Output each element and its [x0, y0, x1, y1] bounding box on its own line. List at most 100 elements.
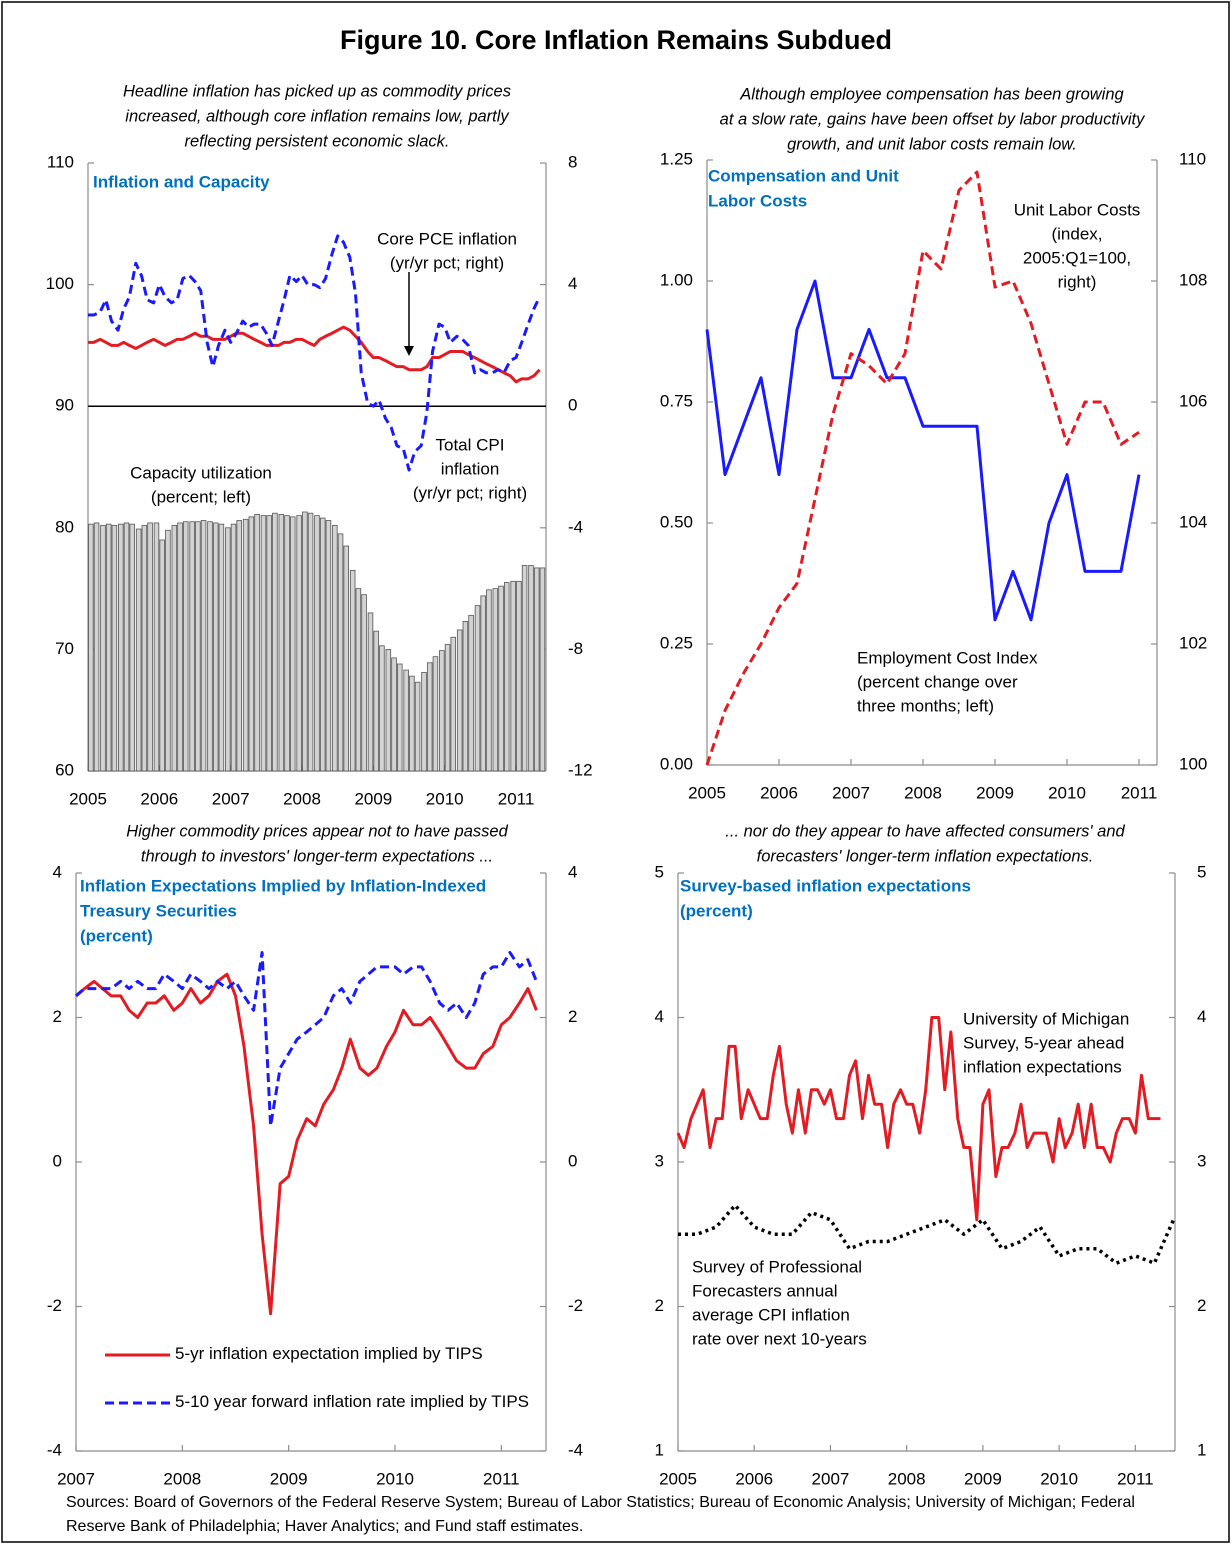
series-label: right)	[1058, 272, 1097, 291]
bar	[379, 645, 385, 772]
subtitle: at a slow rate, gains have been offset b…	[720, 110, 1146, 128]
bar	[414, 681, 421, 772]
bar	[165, 529, 171, 772]
panel-title: Labor Costs	[708, 191, 807, 210]
x-tick-label: 2011	[1121, 783, 1158, 802]
bar	[182, 521, 189, 772]
bar	[539, 567, 546, 772]
y2-tick-label: 2	[568, 1007, 577, 1026]
y-tick-label: 0.50	[660, 512, 693, 531]
y-tick-label: 2	[655, 1296, 664, 1315]
panel: ... nor do they appear to have affected …	[655, 822, 1207, 1488]
bar	[153, 522, 160, 772]
x-tick-label: 2007	[212, 789, 250, 808]
bar	[343, 545, 350, 772]
bar	[444, 644, 451, 772]
x-tick-label: 2007	[57, 1469, 95, 1488]
series-label: (yr/yr pct; right)	[413, 483, 527, 502]
y-tick-label: 0.00	[660, 754, 693, 773]
bar	[266, 515, 272, 772]
series-label: (percent change over	[857, 672, 1018, 691]
series-label: University of Michigan	[963, 1009, 1129, 1028]
bar	[403, 669, 409, 772]
x-tick-label: 2010	[1048, 783, 1086, 802]
bar	[296, 515, 302, 772]
panel-title: Inflation and Capacity	[93, 172, 270, 191]
y2-tick-label: -4	[568, 517, 583, 536]
y2-tick-label: -12	[568, 760, 593, 779]
y2-tick-label: 4	[568, 862, 577, 881]
y-tick-label: 1.25	[660, 149, 693, 168]
bar	[480, 595, 486, 772]
bar	[426, 662, 433, 772]
x-tick-label: 2005	[659, 1469, 697, 1488]
bar	[260, 515, 267, 772]
bar	[516, 580, 522, 772]
subtitle: Although employee compensation has been …	[739, 85, 1124, 103]
bar	[248, 516, 255, 772]
panel: Higher commodity prices appear not to ha…	[47, 822, 583, 1488]
line-series	[75, 950, 538, 1128]
x-tick-label: 2006	[140, 789, 178, 808]
x-tick-label: 2008	[888, 1469, 926, 1488]
series-label: three months; left)	[857, 696, 994, 715]
panel: Headline inflation has picked up as comm…	[46, 82, 593, 808]
bar	[177, 522, 183, 772]
bar	[510, 580, 516, 772]
y2-tick-label: 0	[568, 1151, 577, 1170]
y-tick-label: 80	[55, 517, 74, 536]
y2-tick-label: 106	[1179, 391, 1207, 410]
y2-tick-label: 5	[1197, 862, 1206, 881]
y-tick-label: 4	[655, 1007, 664, 1026]
bar	[212, 522, 219, 772]
bar	[105, 523, 112, 772]
y2-tick-label: 1	[1197, 1440, 1206, 1459]
bar	[462, 621, 469, 772]
y2-tick-label: 4	[1197, 1007, 1206, 1026]
bar	[385, 649, 392, 772]
panel-title: Survey-based inflation expectations	[680, 876, 971, 895]
y-tick-label: 0.25	[660, 633, 693, 652]
y-tick-label: 110	[47, 152, 74, 171]
line-series	[705, 170, 1140, 766]
bar	[373, 630, 379, 772]
y2-tick-label: 4	[568, 274, 577, 293]
bar	[492, 588, 499, 772]
y2-tick-label: 2	[1197, 1296, 1206, 1315]
bar	[533, 567, 540, 772]
y-tick-label: 3	[655, 1151, 664, 1170]
bar	[284, 515, 290, 772]
series-label: inflation	[441, 459, 500, 478]
bar	[159, 539, 165, 772]
series-label: 2005:Q1=100,	[1023, 248, 1131, 267]
bar	[147, 522, 153, 772]
bar	[302, 511, 308, 772]
x-tick-label: 2007	[812, 1469, 850, 1488]
subtitle: growth, and unit labor costs remain low.	[787, 135, 1077, 153]
bar	[474, 605, 481, 772]
bar	[367, 612, 374, 772]
x-tick-label: 2005	[688, 783, 726, 802]
bar	[242, 518, 249, 772]
bar	[225, 527, 231, 772]
series-label: average CPI inflation	[692, 1305, 850, 1324]
x-tick-label: 2010	[1040, 1469, 1078, 1488]
x-tick-label: 2011	[1117, 1469, 1154, 1488]
bar	[236, 520, 242, 772]
y-tick-label: -4	[47, 1440, 62, 1459]
series-label: inflation expectations	[963, 1057, 1122, 1076]
x-tick-label: 2010	[376, 1469, 414, 1488]
y-tick-label: 60	[55, 760, 74, 779]
x-tick-label: 2009	[976, 783, 1014, 802]
bar	[141, 524, 148, 772]
line-series	[88, 325, 541, 384]
bar	[207, 521, 213, 772]
bar	[200, 520, 207, 772]
subtitle: through to investors' longer-term expect…	[141, 847, 493, 865]
panel-title: (percent)	[680, 901, 753, 920]
bar	[100, 524, 106, 772]
bar	[521, 565, 528, 772]
